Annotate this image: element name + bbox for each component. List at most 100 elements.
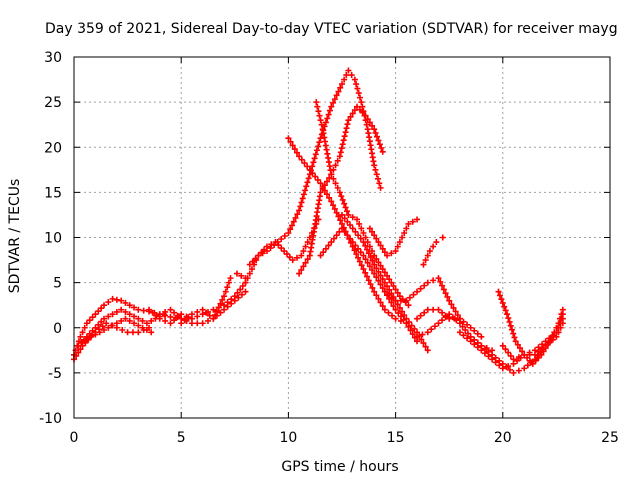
data-point: [343, 72, 350, 79]
data-point: [146, 324, 153, 331]
data-point: [331, 205, 338, 212]
y-tick-label: 0: [53, 321, 62, 337]
data-point: [347, 113, 354, 120]
data-point: [281, 232, 288, 239]
data-point: [474, 339, 481, 346]
data-point: [313, 99, 320, 106]
data-point: [143, 320, 150, 327]
data-point: [421, 309, 428, 316]
data-point: [433, 239, 440, 246]
data-point: [422, 257, 429, 264]
data-point: [424, 347, 431, 354]
data-point: [310, 159, 317, 166]
data-point: [354, 216, 361, 223]
data-point: [396, 304, 403, 311]
data-point: [362, 234, 369, 241]
data-point: [373, 292, 380, 299]
data-point: [510, 356, 517, 363]
data-point: [381, 288, 388, 295]
data-point: [217, 309, 224, 316]
data-point: [414, 288, 421, 295]
y-axis-label: SDTVAR / TECUs: [7, 179, 23, 294]
data-point: [304, 239, 311, 246]
data-point: [366, 119, 373, 126]
data-point: [510, 369, 517, 376]
data-point: [349, 110, 356, 117]
data-point: [439, 309, 446, 316]
data-point: [356, 258, 363, 265]
data-point: [105, 324, 112, 331]
data-point: [109, 295, 116, 302]
data-point: [367, 254, 374, 261]
data-point: [298, 156, 305, 163]
data-point: [330, 202, 337, 209]
data-point: [531, 347, 538, 354]
data-point: [333, 92, 340, 99]
data-point: [514, 341, 521, 348]
data-point: [221, 306, 228, 313]
data-point: [101, 315, 108, 322]
data-point: [377, 262, 384, 269]
series-arc16: [381, 275, 463, 322]
data-point: [371, 270, 378, 277]
series-arc5: [146, 279, 249, 327]
data-point: [557, 320, 564, 327]
data-point: [385, 291, 392, 298]
data-point: [119, 327, 126, 334]
data-point: [392, 297, 399, 304]
data-point: [149, 309, 156, 316]
data-point: [342, 204, 349, 211]
data-point: [409, 331, 416, 338]
data-point: [210, 306, 217, 313]
data-point: [278, 236, 285, 243]
data-point: [352, 228, 359, 235]
data-point: [521, 365, 528, 372]
data-point: [437, 278, 444, 285]
data-point: [317, 180, 324, 187]
data-point: [379, 276, 386, 283]
data-point: [442, 290, 449, 297]
data-point: [355, 90, 362, 97]
data-point: [507, 322, 514, 329]
data-point: [499, 342, 506, 349]
data-point: [360, 252, 367, 259]
data-point: [538, 351, 545, 358]
data-point: [317, 252, 324, 259]
data-point: [381, 249, 388, 256]
plot-frame: [73, 56, 611, 419]
data-point: [506, 318, 513, 325]
data-point: [390, 283, 397, 290]
data-point: [335, 88, 342, 95]
data-point: [199, 320, 206, 327]
data-point: [126, 311, 133, 318]
data-point: [377, 184, 384, 191]
data-point: [371, 288, 378, 295]
data-point: [373, 171, 380, 178]
data-point: [464, 321, 471, 328]
data-point: [347, 222, 354, 229]
data-point: [407, 327, 414, 334]
data-point: [435, 320, 442, 327]
data-point: [535, 354, 542, 361]
data-point: [312, 173, 319, 180]
data-point: [467, 333, 474, 340]
data-point: [246, 261, 253, 268]
data-point: [210, 315, 217, 322]
data-point: [167, 320, 174, 327]
data-point: [341, 200, 348, 207]
data-point: [371, 126, 378, 133]
data-point: [392, 286, 399, 293]
data-point: [287, 138, 294, 145]
data-point: [244, 275, 251, 282]
data-point: [234, 289, 241, 296]
data-point: [496, 292, 503, 299]
data-point: [448, 301, 455, 308]
data-point: [375, 277, 382, 284]
data-point: [377, 281, 384, 288]
data-points: [71, 67, 566, 376]
data-point: [369, 266, 376, 273]
data-point: [377, 299, 384, 306]
data-point: [430, 243, 437, 250]
data-point: [231, 297, 238, 304]
data-point: [426, 248, 433, 255]
